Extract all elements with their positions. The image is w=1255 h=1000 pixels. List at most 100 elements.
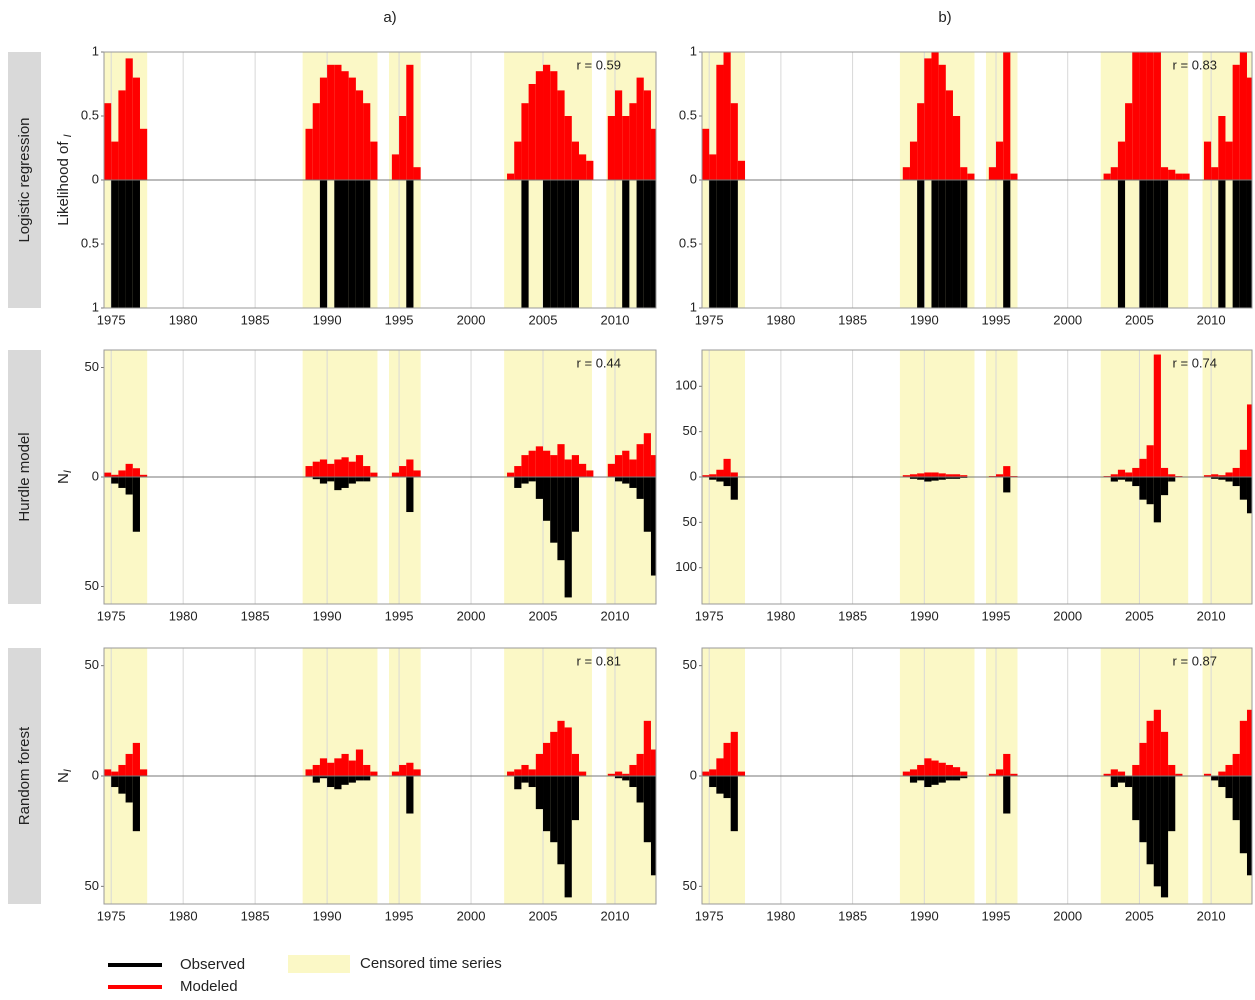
modeled-bar xyxy=(521,764,529,776)
modeled-bar xyxy=(702,771,710,776)
observed-bar xyxy=(1211,776,1219,781)
modeled-bar xyxy=(312,103,320,180)
y-tick-label: 0 xyxy=(92,767,99,782)
modeled-bar xyxy=(1139,52,1147,180)
modeled-bar xyxy=(1218,771,1226,776)
observed-bar xyxy=(1225,776,1233,799)
observed-bar xyxy=(622,776,630,781)
x-tick-label: 2005 xyxy=(1125,908,1154,923)
modeled-bar xyxy=(1232,64,1240,180)
modeled-bar xyxy=(348,77,356,180)
observed-bar xyxy=(1246,477,1252,514)
modeled-bar xyxy=(327,64,335,180)
y-tick-label: 50 xyxy=(85,578,99,593)
observed-bar xyxy=(1239,776,1247,854)
observed-bar xyxy=(909,776,918,783)
panel-border xyxy=(103,349,657,605)
observed-bar xyxy=(622,180,630,308)
x-tick-label: 1975 xyxy=(97,608,126,623)
modeled-bar xyxy=(139,769,148,776)
modeled-bar xyxy=(1160,467,1169,477)
observed-bar xyxy=(643,180,651,308)
observed-bar xyxy=(111,180,119,308)
modeled-bar xyxy=(643,720,651,776)
modeled-bar xyxy=(118,470,126,477)
modeled-bar xyxy=(399,116,407,180)
modeled-bar xyxy=(1132,52,1140,180)
observed-bar xyxy=(1125,776,1133,788)
panel-border xyxy=(701,51,1253,309)
modeled-bar xyxy=(924,58,932,180)
observed-bar xyxy=(730,776,738,832)
observed-bar xyxy=(535,776,544,810)
modeled-bar xyxy=(535,71,544,180)
modeled-bar xyxy=(1125,103,1133,180)
modeled-bar xyxy=(629,459,637,477)
observed-bar xyxy=(945,180,953,308)
modeled-bar xyxy=(334,64,342,180)
modeled-bar xyxy=(650,455,656,477)
x-tick-label: 1990 xyxy=(910,312,939,327)
modeled-bar xyxy=(938,473,946,477)
observed-bar xyxy=(924,477,932,482)
modeled-bar xyxy=(650,749,656,776)
modeled-bar xyxy=(104,769,112,776)
annotation: r = 0.74 xyxy=(1173,355,1217,370)
modeled-bar xyxy=(571,141,579,180)
modeled-bar xyxy=(514,141,522,180)
annotation: r = 0.59 xyxy=(577,57,621,72)
observed-bar xyxy=(1211,477,1219,479)
modeled-bar xyxy=(1139,742,1147,776)
modeled-bar xyxy=(723,458,731,477)
observed-bar xyxy=(557,477,565,561)
observed-bar xyxy=(1168,477,1176,482)
plot-area xyxy=(104,52,656,308)
y-tick-label: 100 xyxy=(675,378,697,393)
observed-bar xyxy=(917,776,925,781)
observed-bar xyxy=(355,776,364,781)
panel-border xyxy=(701,349,1253,605)
y-tick-label: 100 xyxy=(675,559,697,574)
x-tick-label: 2010 xyxy=(1197,908,1226,923)
modeled-bar xyxy=(716,758,724,776)
observed-bar xyxy=(917,180,925,308)
modeled-bar xyxy=(931,760,939,776)
observed-bar xyxy=(723,180,731,308)
modeled-bar xyxy=(924,472,932,477)
modeled-bar xyxy=(391,154,400,180)
observed-bar xyxy=(1117,776,1126,783)
plot-area xyxy=(104,350,656,604)
observed-bar xyxy=(643,776,651,843)
observed-bar xyxy=(312,776,320,783)
observed-bar xyxy=(1132,477,1140,487)
observed-bar xyxy=(327,776,335,788)
observed-bar xyxy=(1139,776,1147,843)
modeled-bar xyxy=(586,160,594,180)
observed-bar xyxy=(557,180,565,308)
observed-bar xyxy=(1153,477,1161,523)
modeled-bar xyxy=(132,77,140,180)
modeled-bar xyxy=(1225,141,1233,180)
modeled-bar xyxy=(564,727,572,776)
modeled-bar xyxy=(406,459,414,477)
y-tick-label: 0.5 xyxy=(81,107,99,122)
modeled-bar xyxy=(622,450,630,477)
modeled-bar xyxy=(571,455,579,477)
y-tick-label: 0.5 xyxy=(679,235,697,250)
modeled-bar xyxy=(1146,445,1154,477)
row-label-box xyxy=(8,648,41,904)
modeled-bar xyxy=(514,466,522,477)
modeled-bar xyxy=(1246,77,1252,180)
observed-bar xyxy=(550,477,558,543)
y-axis-label-main: N xyxy=(55,772,72,783)
modeled-bar xyxy=(716,64,724,180)
observed-bar xyxy=(1218,776,1226,788)
modeled-bar xyxy=(514,769,522,776)
modeled-bar xyxy=(507,472,515,477)
modeled-bar xyxy=(909,474,918,477)
modeled-bar xyxy=(413,470,421,477)
legend-swatch xyxy=(288,955,350,973)
modeled-bar xyxy=(334,758,342,776)
y-tick-label: 50 xyxy=(683,514,697,529)
observed-bar xyxy=(931,477,939,481)
